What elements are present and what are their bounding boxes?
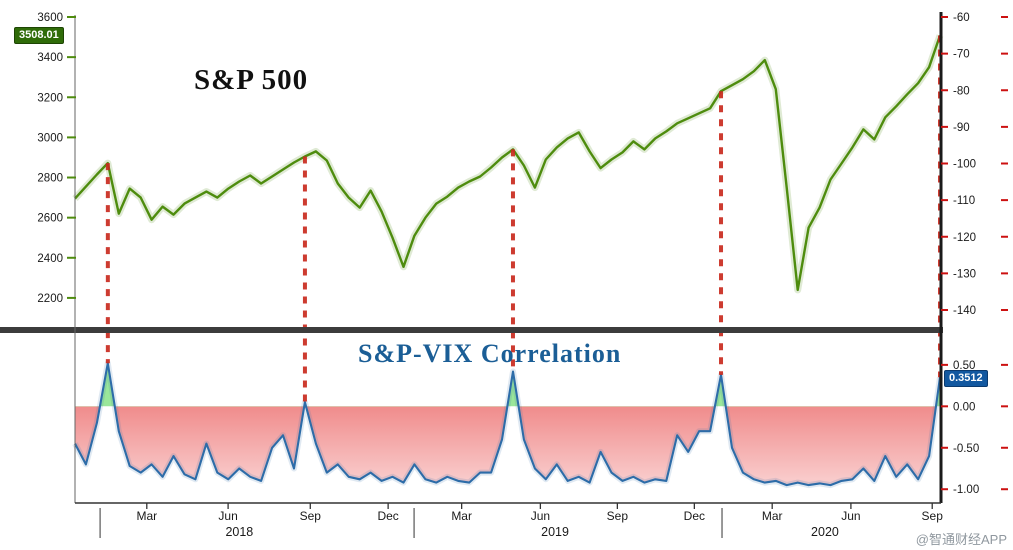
last-price-badge: 3508.01: [14, 27, 64, 44]
svg-text:Mar: Mar: [451, 509, 472, 523]
top-panel-title: S&P 500: [194, 64, 309, 96]
svg-text:Jun: Jun: [841, 509, 860, 523]
svg-text:Dec: Dec: [377, 509, 398, 523]
svg-text:-120: -120: [953, 232, 976, 244]
svg-text:-70: -70: [953, 49, 970, 61]
svg-text:Jun: Jun: [218, 509, 237, 523]
svg-text:-1.00: -1.00: [953, 484, 979, 496]
last-correlation-badge: 0.3512: [944, 370, 988, 387]
svg-text:2200: 2200: [37, 293, 63, 305]
svg-text:3400: 3400: [37, 52, 63, 64]
svg-text:-100: -100: [953, 159, 976, 171]
svg-text:2020: 2020: [811, 525, 839, 539]
svg-text:Sep: Sep: [922, 509, 944, 523]
panel-divider: [0, 327, 943, 333]
svg-text:Jun: Jun: [531, 509, 550, 523]
x-axis: Mar Jun Sep Dec Mar Jun Sep Dec Mar Jun Sep 2018 201…: [99, 503, 944, 539]
watermark-text: @智通财经APP: [915, 532, 1007, 547]
svg-text:2019: 2019: [541, 525, 569, 539]
svg-text:2600: 2600: [37, 213, 63, 225]
svg-text:0.00: 0.00: [953, 401, 975, 413]
svg-text:-90: -90: [953, 122, 970, 134]
svg-text:-60: -60: [953, 12, 970, 24]
price-series: [72, 34, 944, 294]
svg-text:-80: -80: [953, 85, 970, 97]
price-axis-left: 3600 3400 3200 3000 2800 2600 2400 2200: [37, 12, 76, 305]
svg-text:Sep: Sep: [607, 509, 629, 523]
correlation-axis-right: 0.50 0.00 -0.50 -1.00: [941, 360, 1008, 496]
svg-text:Sep: Sep: [300, 509, 322, 523]
svg-text:-140: -140: [953, 305, 976, 317]
svg-text:-130: -130: [953, 268, 976, 280]
svg-text:Dec: Dec: [684, 509, 705, 523]
correlation-series: [72, 360, 943, 489]
svg-text:2400: 2400: [37, 253, 63, 265]
svg-text:Mar: Mar: [762, 509, 783, 523]
svg-text:-0.50: -0.50: [953, 443, 979, 455]
svg-text:3200: 3200: [37, 92, 63, 104]
svg-text:0.50: 0.50: [953, 360, 975, 372]
svg-text:3000: 3000: [37, 132, 63, 144]
svg-text:-110: -110: [953, 195, 975, 207]
svg-text:3600: 3600: [37, 12, 63, 24]
secondary-axis-right: -60 -70 -80 -90 -100 -110 -120 -130 -140: [941, 12, 1008, 317]
svg-text:Mar: Mar: [136, 509, 157, 523]
svg-text:2018: 2018: [225, 525, 253, 539]
svg-text:2800: 2800: [37, 173, 63, 185]
bottom-panel-title: S&P-VIX Correlation: [358, 339, 622, 368]
